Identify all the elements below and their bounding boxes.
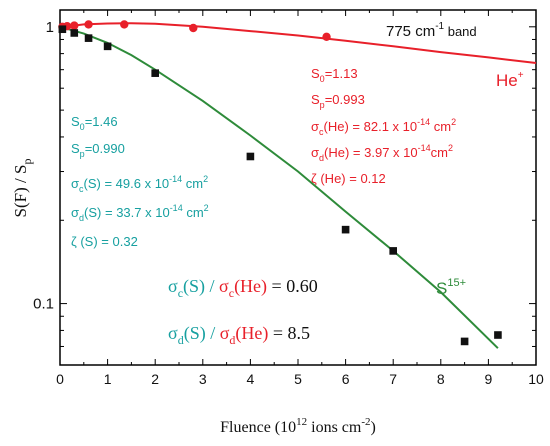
x-tick-label: 3 xyxy=(199,371,207,387)
x-tick-label: 1 xyxy=(104,371,112,387)
point-s15 xyxy=(70,29,79,37)
x-tick-label: 9 xyxy=(485,371,493,387)
point-s15 xyxy=(103,42,112,51)
s-series-label: S15+ xyxy=(436,277,466,298)
point-he xyxy=(120,20,129,29)
svg-text:σd(S) = 33.7 x 10-14 cm2: σd(S) = 33.7 x 10-14 cm2 xyxy=(71,203,209,223)
svg-text:σc(He) = 82.1 x 10-14 cm2: σc(He) = 82.1 x 10-14 cm2 xyxy=(311,117,456,137)
svg-text:σd(He) = 3.97 x 10-14cm2: σd(He) = 3.97 x 10-14cm2 xyxy=(311,143,453,163)
ratio-sigma-d: σd(S) / σd(He) = 8.5 xyxy=(168,323,310,347)
x-tick-label: 6 xyxy=(342,371,350,387)
data-markers xyxy=(58,20,502,346)
he-series-label: He+ xyxy=(496,70,524,90)
svg-text:ζ (S) = 0.32: ζ (S) = 0.32 xyxy=(71,234,138,249)
x-tick-label: 4 xyxy=(247,371,255,387)
x-tick-label: 7 xyxy=(389,371,397,387)
point-s15 xyxy=(151,69,159,77)
x-axis-label: Fluence (1012 ions cm-2) xyxy=(220,416,376,436)
fit-curves xyxy=(59,22,537,349)
point-s15 xyxy=(341,225,350,234)
y-tick-label: 0.1 xyxy=(33,296,54,313)
point-he xyxy=(322,32,331,42)
x-tick-label: 5 xyxy=(294,371,302,387)
x-tick-label: 10 xyxy=(528,371,544,387)
svg-text:ζ (He) = 0.12: ζ (He) = 0.12 xyxy=(311,171,386,186)
point-s15 xyxy=(460,337,469,346)
s-params: S0=1.46 Sp=0.990 σc(S) = 49.6 x 10-14 cm… xyxy=(71,114,209,249)
svg-text:Sp=0.993: Sp=0.993 xyxy=(311,92,365,110)
fit-line-he xyxy=(59,22,537,64)
point-he xyxy=(84,20,93,29)
y-axis-label: S(F) / Sp xyxy=(11,159,34,218)
he-params: S0=1.13 Sp=0.993 σc(He) = 82.1 x 10-14 c… xyxy=(311,66,456,186)
svg-text:Sp=0.990: Sp=0.990 xyxy=(71,141,125,159)
point-s15 xyxy=(58,25,67,34)
svg-text:S0=1.13: S0=1.13 xyxy=(311,66,358,84)
point-s15 xyxy=(389,247,397,255)
x-tick-label: 0 xyxy=(56,371,64,387)
svg-text:S0=1.46: S0=1.46 xyxy=(71,114,118,132)
point-he xyxy=(189,23,198,33)
fit-line-s15 xyxy=(59,25,499,349)
point-s15 xyxy=(494,331,502,339)
point-s15 xyxy=(246,152,255,161)
svg-text:σc(S) = 49.6 x 10-14 cm2: σc(S) = 49.6 x 10-14 cm2 xyxy=(71,174,208,194)
point-he xyxy=(70,21,79,30)
y-tick-label: 1 xyxy=(46,19,54,36)
x-tick-label: 8 xyxy=(437,371,445,387)
x-tick-label: 2 xyxy=(151,371,159,387)
point-s15 xyxy=(84,34,93,42)
ratio-sigma-c: σc(S) / σc(He) = 0.60 xyxy=(168,276,318,300)
band-label: 775 cm-1 band xyxy=(386,21,477,40)
